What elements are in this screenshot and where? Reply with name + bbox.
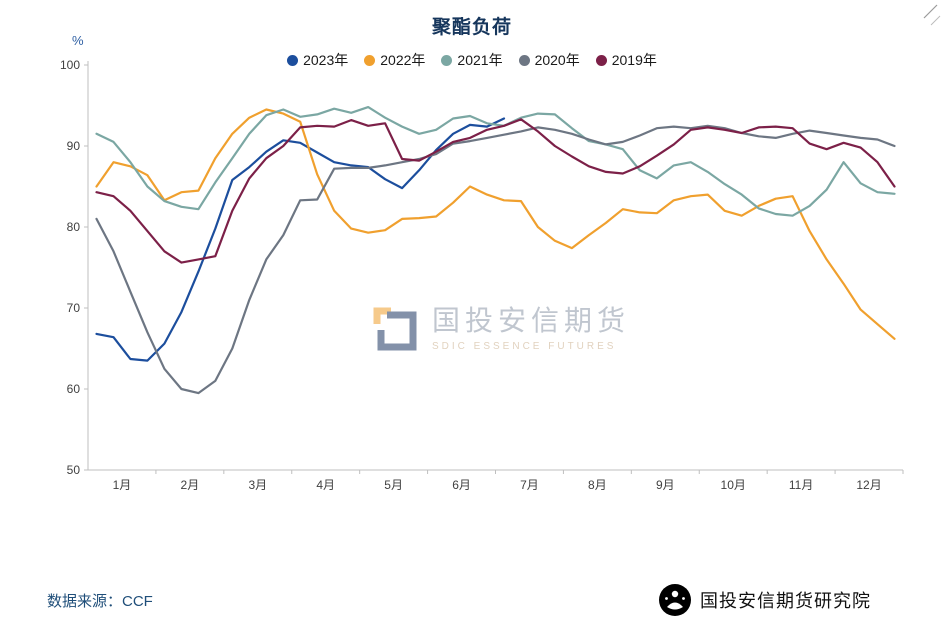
x-tick-label: 4月	[316, 478, 335, 492]
y-tick-label: 60	[67, 382, 81, 396]
y-tick-label: 80	[67, 220, 81, 234]
legend-item-2019: 2019年	[595, 50, 657, 70]
x-tick-label: 11月	[789, 478, 813, 492]
series-line-2019年	[95, 118, 896, 264]
series-line-2022年	[95, 108, 896, 340]
series-line-2021年	[95, 105, 896, 217]
y-tick-label: 50	[67, 463, 81, 477]
legend-item-2021: 2021年	[441, 50, 503, 70]
x-tick-label: 3月	[248, 478, 267, 492]
legend-dot-2023	[287, 54, 299, 66]
x-tick-label: 6月	[452, 478, 471, 492]
series-line-2020年	[95, 124, 896, 395]
sdic-logo-icon	[373, 307, 417, 351]
watermark-brand-subtext: SDIC ESSENCE FUTURES	[432, 340, 617, 352]
series-line-2023年	[95, 117, 506, 362]
x-tick-label: 5月	[384, 478, 403, 492]
publisher-name: 国投安信期货研究院	[700, 591, 871, 611]
data-source-note: 数据来源：CCF	[47, 593, 153, 610]
legend-dot-2019	[595, 54, 607, 66]
wechat-account-logo-icon	[659, 584, 691, 616]
x-tick-label: 1月	[113, 478, 132, 492]
legend-label-2021: 2021年	[457, 52, 503, 68]
x-tick-label: 12月	[856, 478, 881, 492]
x-tick-label: 10月	[721, 478, 746, 492]
chart-title: 聚酯负荷	[431, 17, 512, 38]
watermark-brand-text: 国投安信期货	[432, 305, 631, 337]
publisher-badge: 国投安信期货研究院	[658, 583, 871, 617]
legend-item-2023: 2023年	[287, 50, 348, 70]
x-tick-label: 7月	[520, 478, 539, 492]
legend-label-2022: 2022年	[380, 52, 426, 68]
y-tick-label: 70	[67, 301, 81, 315]
page-corner-fold-icon	[923, 4, 941, 26]
x-tick-label: 2月	[181, 478, 200, 492]
legend-dot-2022	[364, 54, 376, 66]
legend-item-2022: 2022年	[364, 50, 425, 70]
y-tick-label: 100	[60, 58, 80, 72]
legend-dot-2021	[441, 54, 453, 66]
chart-legend: 2023年 2022年 2021年 2020年 2019年	[0, 50, 944, 70]
y-tick-label: 90	[67, 139, 81, 153]
legend-dot-2020	[518, 54, 530, 66]
legend-label-2019: 2019年	[611, 52, 657, 68]
x-tick-label: 8月	[588, 478, 607, 492]
legend-label-2023: 2023年	[303, 52, 349, 68]
watermark: 国投安信期货 SDIC ESSENCE FUTURES	[372, 305, 631, 352]
watermark-text-column: 国投安信期货 SDIC ESSENCE FUTURES	[432, 305, 631, 352]
y-axis-unit-label: %	[72, 33, 84, 48]
legend-label-2020: 2020年	[534, 52, 580, 68]
x-tick-label: 9月	[656, 478, 675, 492]
legend-item-2020: 2020年	[518, 50, 580, 70]
